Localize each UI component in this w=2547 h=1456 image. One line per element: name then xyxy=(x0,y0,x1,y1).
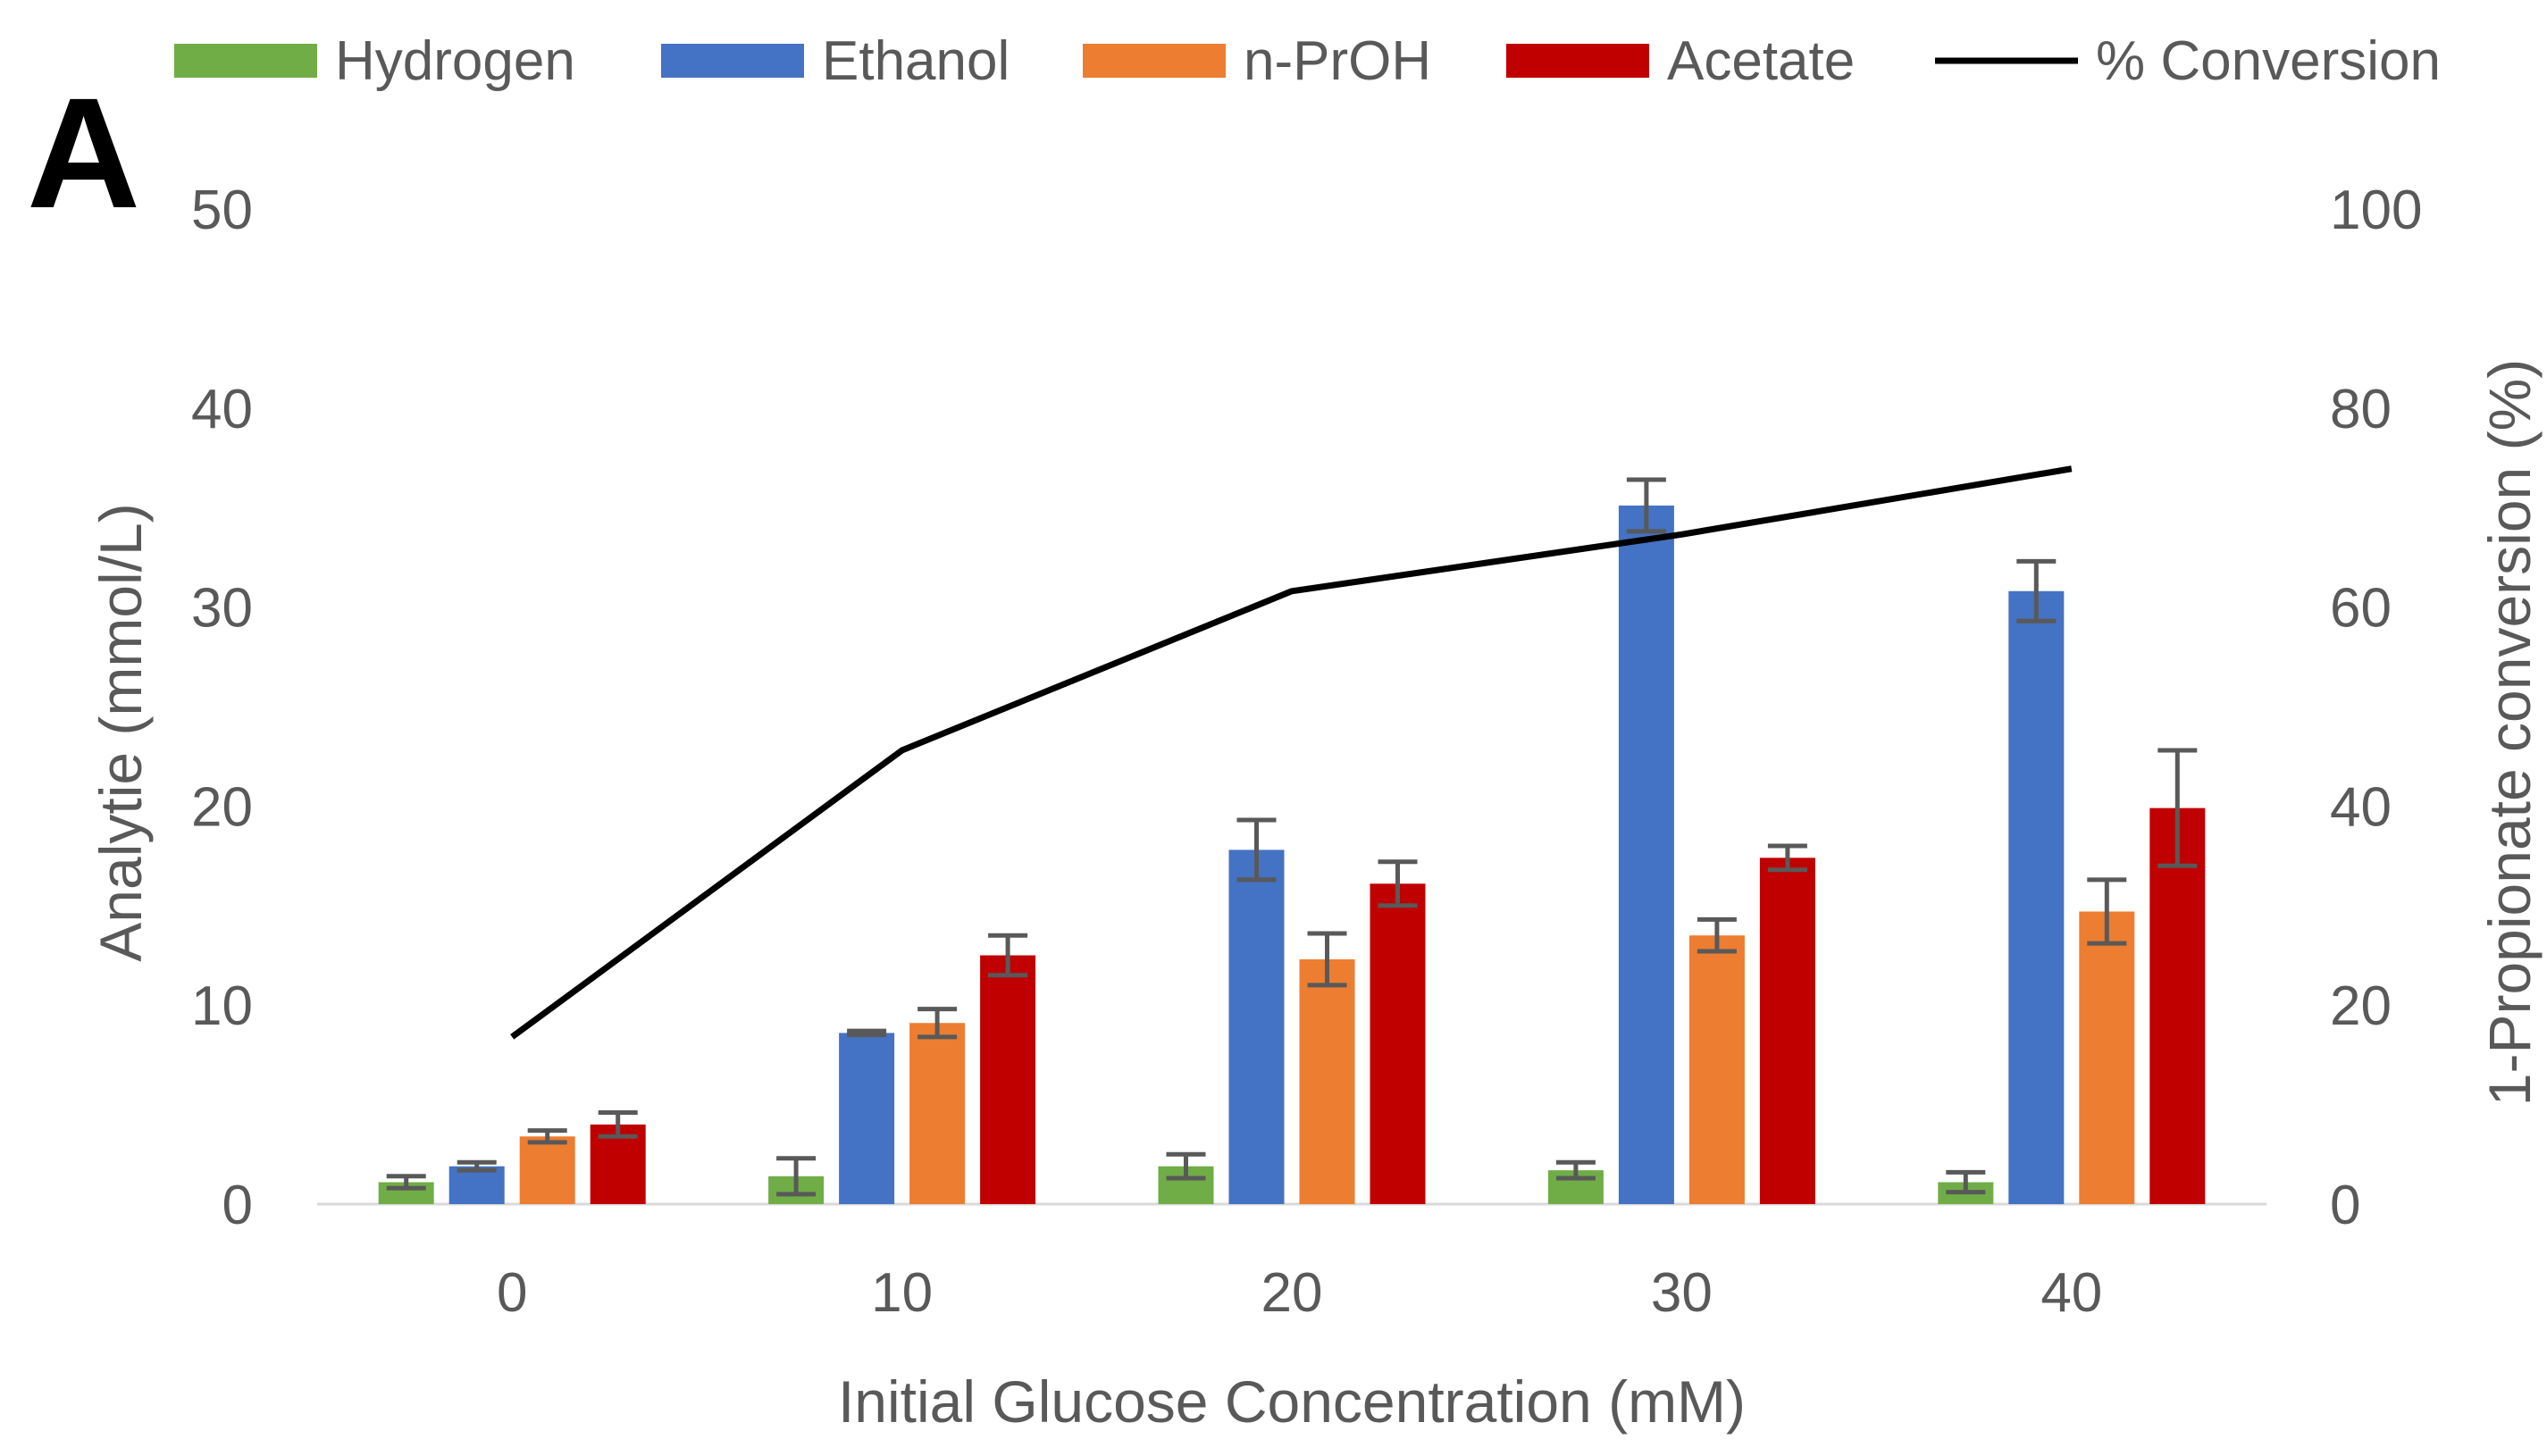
bars xyxy=(378,477,2206,1204)
series-n-proh xyxy=(519,877,2135,1204)
legend: Hydrogen Ethanol n-PrOH Acetate % Conversion xyxy=(174,30,2441,92)
series-acetate xyxy=(590,748,2206,1204)
y-tick-label: 50 xyxy=(191,180,253,241)
legend-swatch xyxy=(1506,44,1649,78)
error-bar xyxy=(1626,477,1666,534)
legend-item: Hydrogen xyxy=(174,30,575,92)
error-bar xyxy=(1166,1151,1206,1181)
x-tick-label: 10 xyxy=(871,1262,933,1324)
error-bar xyxy=(457,1159,497,1173)
bar xyxy=(1618,505,1674,1204)
legend-label: Hydrogen xyxy=(335,30,575,92)
error-bar xyxy=(1378,859,1418,908)
bar xyxy=(980,955,1036,1204)
error-bar xyxy=(1697,916,1737,954)
bar xyxy=(448,1166,505,1204)
error-bar xyxy=(847,1028,887,1038)
legend-label: Acetate xyxy=(1667,30,1855,92)
bar xyxy=(2008,590,2065,1204)
bar xyxy=(2079,911,2135,1204)
x-tick-label: 0 xyxy=(497,1262,527,1324)
legend-item: % Conversion xyxy=(1935,30,2441,92)
y2-tick-label: 100 xyxy=(2330,180,2422,241)
bar xyxy=(1759,858,1815,1204)
bar xyxy=(2149,807,2206,1204)
y2-tick-label: 60 xyxy=(2330,578,2392,640)
error-bar xyxy=(776,1156,817,1197)
y-tick-label: 40 xyxy=(191,379,253,440)
bar xyxy=(1688,935,1745,1204)
bar xyxy=(519,1136,575,1204)
x-axis-ticks: 0 10 20 30 40 xyxy=(497,1262,2102,1324)
error-bar xyxy=(1236,817,1277,883)
series-ethanol xyxy=(448,477,2065,1204)
y-tick-label: 0 xyxy=(222,1175,253,1236)
left-axis-ticks: 0 10 20 30 40 50 xyxy=(191,180,253,1236)
error-bar xyxy=(2087,877,2127,946)
error-bar xyxy=(527,1128,567,1145)
bar xyxy=(1299,958,1355,1204)
y-axis-label: Analytie (mmol/L) xyxy=(88,503,154,961)
legend-item: Ethanol xyxy=(661,30,1010,92)
y-tick-label: 30 xyxy=(191,578,253,640)
y2-tick-label: 80 xyxy=(2330,379,2392,440)
error-bar xyxy=(917,1007,958,1040)
bar xyxy=(1370,883,1426,1204)
bar xyxy=(1228,849,1285,1204)
conversion-line-layer xyxy=(510,465,2073,1040)
legend-label: % Conversion xyxy=(2096,30,2441,92)
error-bar xyxy=(2016,558,2057,623)
x-tick-label: 30 xyxy=(1651,1262,1713,1324)
x-tick-label: 20 xyxy=(1261,1262,1323,1324)
legend-label: n-PrOH xyxy=(1244,30,1431,92)
y2-tick-label: 20 xyxy=(2330,975,2392,1037)
panel-label: A xyxy=(27,66,140,241)
conversion-line xyxy=(510,465,2073,1040)
error-bar xyxy=(1946,1169,1986,1195)
y2-tick-label: 0 xyxy=(2330,1175,2360,1236)
y-tick-label: 10 xyxy=(191,975,253,1037)
y2-tick-label: 40 xyxy=(2330,776,2392,838)
legend-swatch xyxy=(174,44,317,78)
y2-axis-label: 1-Propionate conversion (%) xyxy=(2476,359,2543,1106)
legend-swatch xyxy=(661,44,804,78)
error-bar xyxy=(1555,1159,1596,1181)
series-hydrogen xyxy=(378,1151,1994,1204)
error-bar xyxy=(1307,931,1347,988)
legend-swatch xyxy=(1083,44,1226,78)
error-bar xyxy=(598,1110,638,1139)
bar xyxy=(909,1023,966,1204)
right-axis-ticks: 0 20 40 60 80 100 xyxy=(2330,180,2422,1236)
x-axis-label: Initial Glucose Concentration (mM) xyxy=(838,1368,1746,1435)
bar xyxy=(839,1033,895,1204)
x-tick-label: 40 xyxy=(2040,1262,2102,1324)
error-bar xyxy=(1767,843,1807,873)
legend-item: n-PrOH xyxy=(1083,30,1431,92)
error-bar xyxy=(2157,748,2198,868)
legend-label: Ethanol xyxy=(822,30,1010,92)
error-bar xyxy=(988,933,1028,978)
error-bar xyxy=(386,1174,426,1191)
y-tick-label: 20 xyxy=(191,776,253,838)
legend-item: Acetate xyxy=(1506,30,1855,92)
